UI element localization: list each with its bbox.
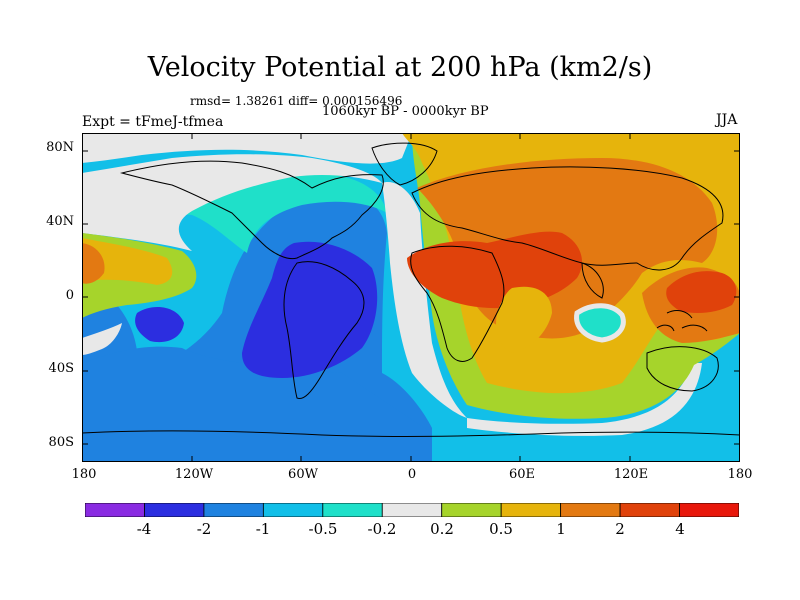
lat-label-40s: 40S — [48, 361, 74, 376]
coast-eurasia — [411, 166, 724, 271]
field-south-pacific-dark-blue — [135, 307, 184, 343]
lon-label-120e: 120E — [613, 467, 649, 482]
colorbar-label: -0.5 — [308, 520, 338, 538]
coast-antarctica — [82, 430, 740, 437]
lon-label-180w: 180 — [71, 467, 97, 482]
colorbar-swatch — [679, 503, 739, 517]
field-pacific-light-blue-south — [82, 346, 432, 462]
coast-africa — [410, 245, 505, 362]
map-title: Velocity Potential at 200 hPa (km2/s) — [147, 52, 653, 83]
coast-india — [581, 262, 604, 299]
colorbar-swatch — [441, 503, 502, 517]
lon-label-120w: 120W — [174, 467, 214, 482]
colorbar-swatch — [85, 503, 145, 517]
field-indian-ocean-white — [574, 303, 626, 343]
velocity-potential-map — [82, 133, 740, 462]
field-zero-band-arctic — [82, 133, 412, 164]
colorbar-label: -4 — [136, 520, 152, 538]
field-zero-band-atlantic — [382, 182, 467, 418]
field-west-pacific-red — [666, 271, 737, 313]
colorbar-swatch — [560, 503, 621, 517]
field-dateline-orange — [82, 243, 105, 284]
field-western-yellow — [82, 238, 173, 285]
coast-greenland — [371, 142, 438, 186]
field-zero-band-west-pacific — [82, 323, 122, 355]
colorbar-swatch — [203, 503, 264, 517]
lon-label-0: 0 — [407, 467, 417, 482]
experiment-label: Expt = tFmeJ-tfmea — [82, 114, 224, 130]
field-north-pacific-teal — [152, 173, 387, 253]
field-zero-band-north — [82, 154, 382, 251]
coastlines — [82, 142, 740, 437]
lon-label-60w: 60W — [288, 467, 318, 482]
field-indian-ocean-teal — [576, 305, 624, 340]
color-bar — [85, 503, 739, 517]
rmsd-diff-stats: rmsd= 1.38261 diff= 0.000156496 — [190, 94, 403, 108]
coast-south-america — [283, 261, 365, 400]
colorbar-swatch — [262, 503, 324, 517]
colorbar-label: -2 — [196, 520, 212, 538]
lat-label-40n: 40N — [46, 214, 74, 229]
colorbar-swatch — [381, 503, 443, 517]
coast-north-america — [120, 160, 384, 260]
colorbar-label: -1 — [255, 520, 271, 538]
lat-label-80n: 80N — [46, 140, 74, 155]
colorbar-label: 0.2 — [430, 520, 454, 538]
field-south-america-dark-blue — [242, 241, 378, 378]
colorbar-swatch — [500, 503, 562, 517]
field-zero-band-south — [467, 363, 702, 436]
colorbar-label: -0.2 — [367, 520, 397, 538]
lon-label-60e: 60E — [508, 467, 536, 482]
coast-australia — [646, 346, 719, 392]
season-label: JJA — [716, 112, 738, 128]
period-label: 1060kyr BP - 0000kyr BP — [322, 104, 489, 119]
map-ticks — [82, 133, 740, 462]
lat-label-0: 0 — [65, 288, 74, 303]
colorbar-label: 0.5 — [489, 520, 513, 538]
colorbar-label: 1 — [556, 520, 566, 538]
colorbar-swatch — [619, 503, 680, 517]
coast-maritime-continent — [656, 310, 708, 332]
colorbar-swatch — [322, 503, 383, 517]
colorbar-label: 2 — [615, 520, 625, 538]
field-eastern-yellow-bulge — [496, 286, 552, 353]
field-asia-red — [407, 231, 582, 309]
colorbar-swatch — [144, 503, 205, 517]
lat-label-80s: 80S — [48, 435, 74, 450]
colorbar-label: 4 — [675, 520, 685, 538]
lon-label-180e: 180 — [727, 467, 753, 482]
